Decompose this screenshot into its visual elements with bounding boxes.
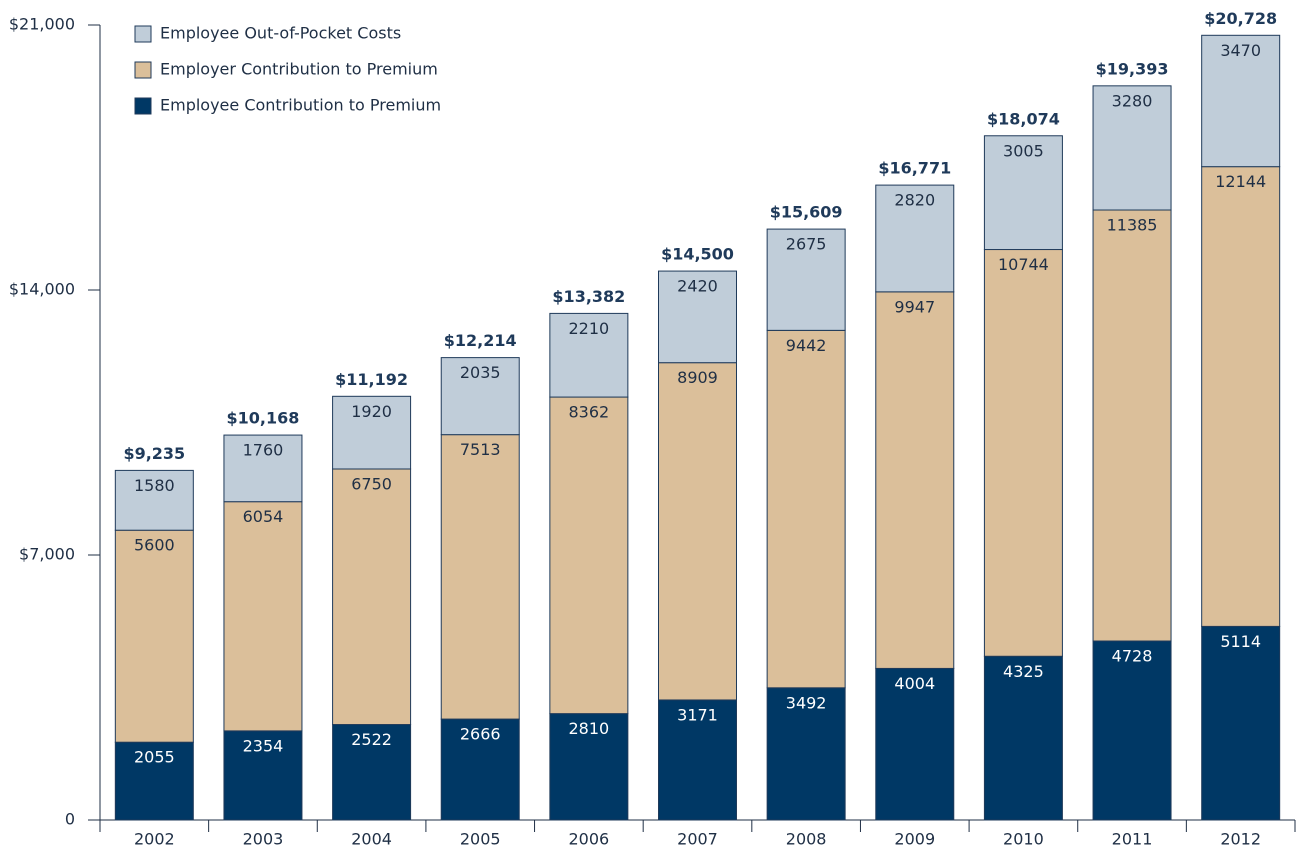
- bar-segment: [1201, 34, 1281, 168]
- data-label: 2666: [460, 725, 501, 744]
- total-label: $13,382: [552, 287, 625, 306]
- data-label: 3470: [1220, 41, 1261, 60]
- x-tick-label: 2006: [569, 830, 610, 849]
- bar-segment: [875, 184, 955, 293]
- data-label: 2820: [894, 191, 935, 210]
- bar-segment: [766, 228, 846, 331]
- bar-segment: [332, 724, 412, 821]
- bar-segment: [983, 249, 1063, 657]
- bar-segment: [766, 687, 846, 821]
- data-label: 10744: [998, 255, 1049, 274]
- x-tick-label: 2008: [786, 830, 827, 849]
- total-label: $9,235: [123, 444, 185, 463]
- bar-segment: [332, 468, 412, 726]
- bar-segment: [983, 655, 1063, 821]
- bar-segment: [875, 667, 955, 821]
- data-label: 8909: [677, 368, 718, 387]
- data-label: 3171: [677, 705, 718, 724]
- legend-label: Employer Contribution to Premium: [160, 60, 438, 79]
- data-label: 12144: [1215, 172, 1266, 191]
- bar-segment: [549, 713, 629, 821]
- data-label: 7513: [460, 440, 501, 459]
- data-label: 4325: [1003, 662, 1044, 681]
- data-label: 5114: [1220, 632, 1261, 651]
- bar-segment: [658, 270, 737, 364]
- data-label: 1920: [351, 402, 392, 421]
- bar-segment: [1092, 85, 1172, 211]
- x-tick-label: 2005: [460, 830, 501, 849]
- legend-swatch: [134, 61, 152, 79]
- data-label: 2210: [569, 319, 610, 338]
- bar-segment: [440, 434, 520, 720]
- data-label: 9947: [894, 297, 935, 316]
- data-label: 1580: [134, 476, 175, 495]
- data-label: 6750: [351, 474, 392, 493]
- x-tick-label: 2007: [677, 830, 718, 849]
- legend-label: Employee Contribution to Premium: [160, 96, 441, 115]
- legend-swatch: [134, 97, 152, 115]
- x-tick-label: 2011: [1112, 830, 1153, 849]
- bar-segment: [1201, 166, 1281, 627]
- total-label: $12,214: [444, 331, 517, 350]
- data-label: 2354: [243, 736, 284, 755]
- data-label: 9442: [786, 336, 827, 355]
- total-label: $14,500: [661, 245, 734, 264]
- bar-segment: [223, 501, 303, 732]
- data-label: 4728: [1112, 647, 1153, 666]
- total-label: $18,074: [987, 109, 1060, 128]
- total-label: $20,728: [1204, 9, 1277, 28]
- data-label: 2420: [677, 277, 718, 296]
- bar-segment: [766, 329, 846, 689]
- total-label: $15,609: [770, 203, 843, 222]
- bar-segment: [440, 718, 520, 821]
- x-tick-label: 2002: [134, 830, 175, 849]
- total-label: $11,192: [335, 370, 408, 389]
- bar-segment: [1201, 625, 1281, 821]
- y-tick-label: $7,000: [19, 545, 75, 564]
- x-tick-label: 2004: [351, 830, 392, 849]
- bar-segment: [549, 312, 629, 398]
- x-tick-label: 2012: [1220, 830, 1261, 849]
- data-label: 5600: [134, 536, 175, 555]
- data-label: 4004: [894, 674, 935, 693]
- x-tick-label: 2003: [243, 830, 284, 849]
- data-label: 6054: [243, 507, 284, 526]
- bar-segment: [332, 395, 412, 470]
- bar-segment: [983, 135, 1063, 251]
- total-label: $19,393: [1096, 59, 1169, 78]
- data-label: 11385: [1107, 216, 1158, 235]
- data-label: 2810: [569, 719, 610, 738]
- legend-swatch: [134, 25, 152, 43]
- bar-segment: [114, 469, 194, 531]
- data-label: 2035: [460, 363, 501, 382]
- total-label: $16,771: [878, 159, 951, 178]
- bar-segment: [549, 396, 629, 715]
- bar-segment: [658, 699, 737, 821]
- x-tick-label: 2009: [894, 830, 935, 849]
- bar-segment: [1092, 640, 1172, 821]
- legend-label: Employee Out-of-Pocket Costs: [160, 24, 401, 43]
- bar-segment: [658, 362, 737, 701]
- data-label: 1760: [243, 441, 284, 460]
- data-label: 8362: [569, 403, 610, 422]
- data-label: 2675: [786, 235, 827, 254]
- y-tick-label: $14,000: [9, 280, 75, 299]
- data-label: 2055: [134, 748, 175, 767]
- bar-segment: [875, 291, 955, 669]
- x-tick-label: 2010: [1003, 830, 1044, 849]
- y-tick-label: 0: [65, 810, 75, 829]
- y-tick-label: $21,000: [9, 15, 75, 34]
- bar-segment: [114, 529, 194, 743]
- bar-segment: [440, 357, 520, 436]
- bar-segment: [223, 434, 303, 503]
- data-label: 3280: [1112, 91, 1153, 110]
- total-label: $10,168: [227, 409, 300, 428]
- bar-segment: [1092, 209, 1172, 642]
- data-label: 3492: [786, 693, 827, 712]
- data-label: 2522: [351, 730, 392, 749]
- data-label: 3005: [1003, 141, 1044, 160]
